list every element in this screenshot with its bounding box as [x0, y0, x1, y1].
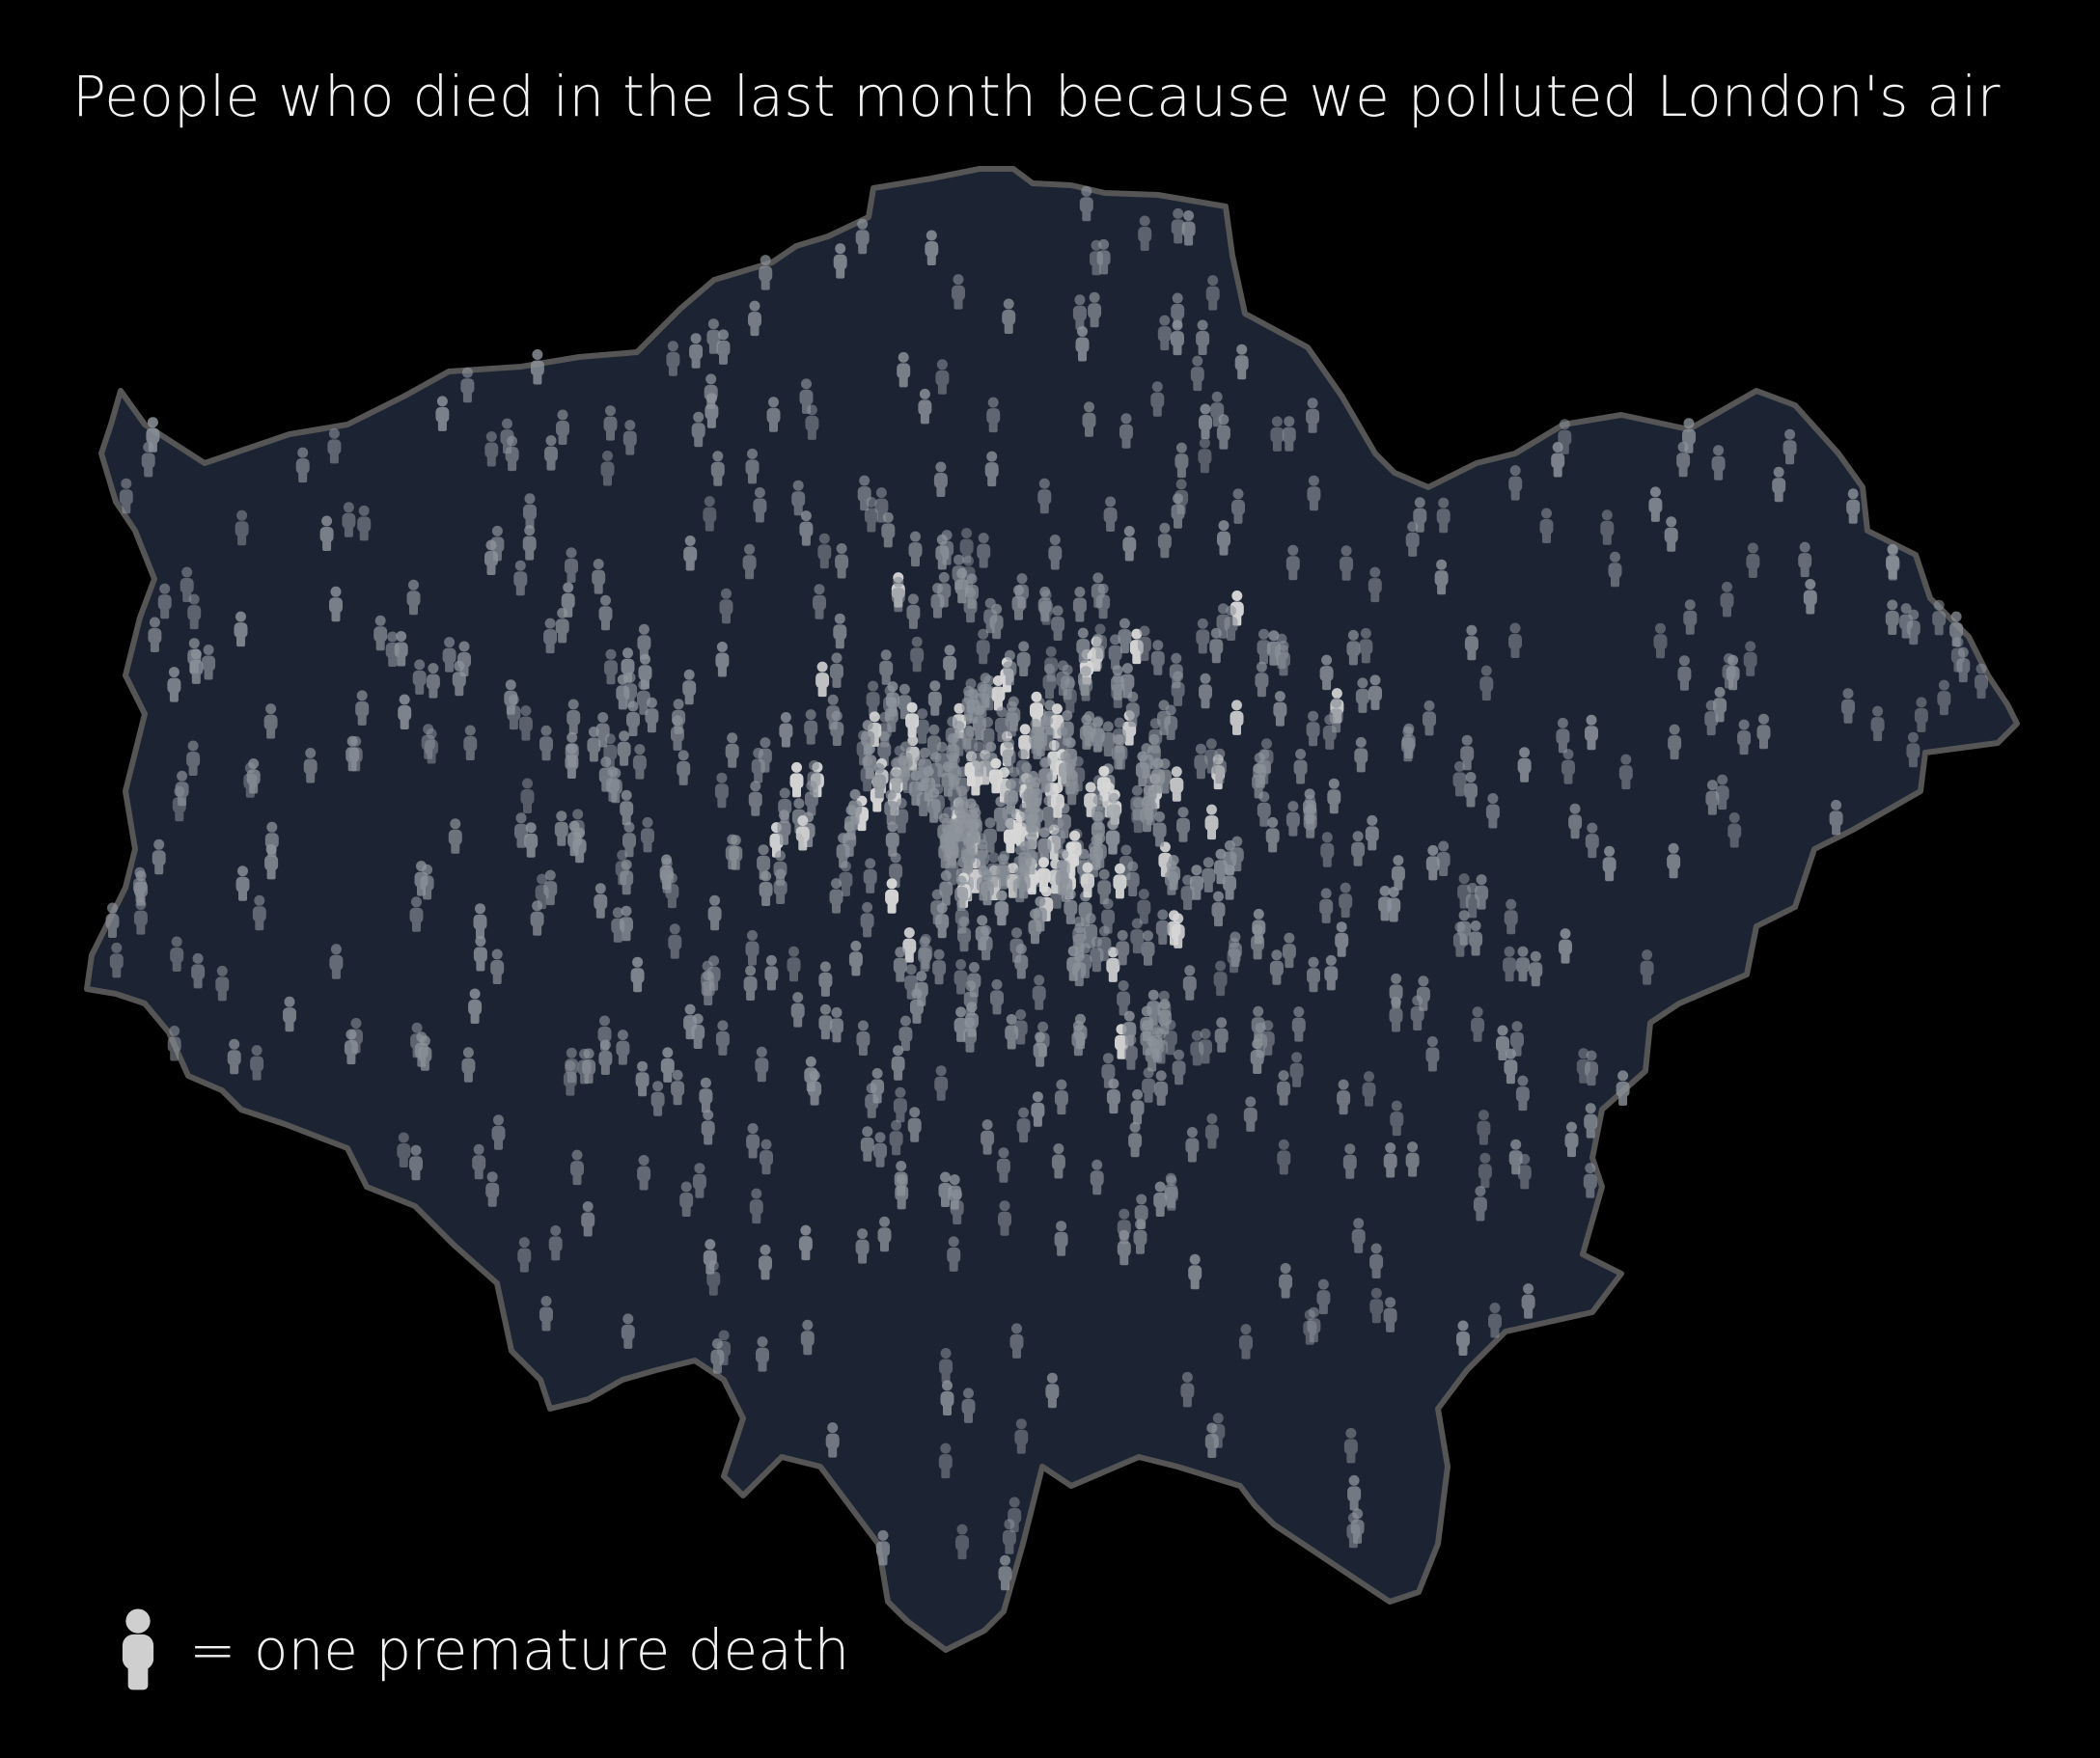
legend: = one premature death [114, 1607, 849, 1693]
legend-label: = one premature death [189, 1617, 850, 1683]
person-icon [1616, 1070, 1630, 1106]
person-icon [122, 1608, 154, 1690]
map-title: People who died in the last month becaus… [72, 64, 2001, 129]
